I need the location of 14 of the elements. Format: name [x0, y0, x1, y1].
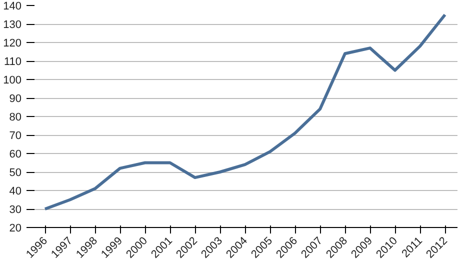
y-tick-label: 130 — [3, 19, 22, 31]
y-tick-label: 120 — [3, 38, 22, 50]
y-tick-label: 60 — [9, 148, 22, 160]
y-tick-label: 50 — [9, 167, 22, 179]
line-series — [44, 13, 446, 210]
y-tick-label: 80 — [9, 112, 22, 124]
y-tick-label: 140 — [3, 0, 22, 12]
y-tick-label: 90 — [9, 93, 22, 105]
y-tick-label: 110 — [4, 56, 22, 68]
y-tick-label: 30 — [9, 204, 22, 216]
y-tick-label: 40 — [9, 186, 22, 198]
y-tick-label: 100 — [3, 74, 22, 86]
y-tick-label: 20 — [9, 222, 22, 234]
y-tick-label: 70 — [9, 130, 22, 142]
